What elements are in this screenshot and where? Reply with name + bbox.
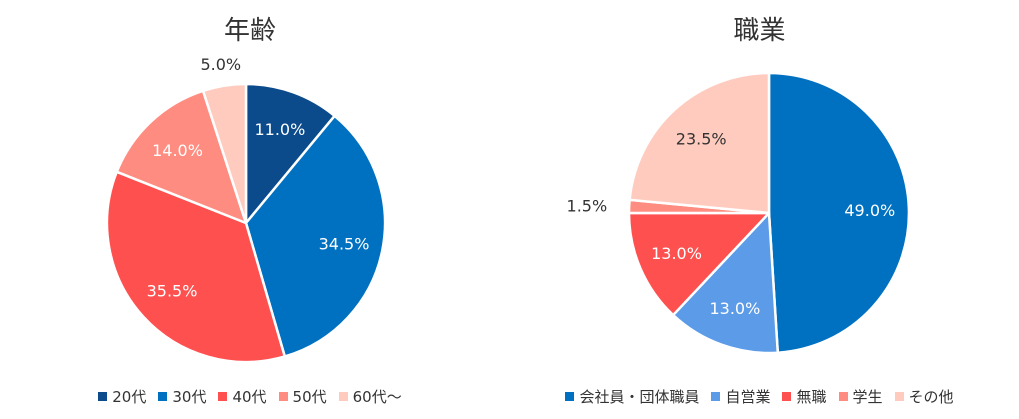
chart-title: 職業 xyxy=(733,16,786,46)
pie-slice xyxy=(244,82,336,225)
data-label: 13.0% xyxy=(709,299,760,318)
legend-label: その他 xyxy=(908,388,954,406)
legend-swatch xyxy=(278,392,288,401)
legend-swatch xyxy=(218,392,228,401)
data-label: 34.5% xyxy=(319,234,370,253)
legend-swatch xyxy=(338,392,348,401)
legend-label: 30代 xyxy=(172,388,207,406)
occupation-legend: 会社員・団体職員 自営業 無職 学生 その他 xyxy=(500,386,1019,407)
legend-swatch xyxy=(894,392,904,401)
occupation-pie-svg: 49.0% 13.0% 13.0% 1.5% 23.5% xyxy=(567,71,911,355)
data-label: 49.0% xyxy=(844,201,895,220)
legend-item: 会社員・団体職員 xyxy=(565,386,699,407)
legend-label: 無職 xyxy=(796,388,827,406)
legend-swatch xyxy=(838,392,848,401)
data-label: 14.0% xyxy=(152,141,203,160)
legend-swatch xyxy=(711,392,721,401)
data-label: 13.0% xyxy=(651,244,702,263)
pie-slice xyxy=(628,71,771,215)
legend-swatch xyxy=(782,392,792,401)
legend-item: 無職 xyxy=(782,386,827,407)
legend-label: 会社員・団体職員 xyxy=(579,388,700,406)
legend-label: 40代 xyxy=(232,388,267,406)
pie-slice xyxy=(244,114,387,358)
pie-slice xyxy=(671,211,780,355)
chart-title: 年齢 xyxy=(223,16,276,46)
pie-slice xyxy=(627,211,771,317)
legend-label: 自営業 xyxy=(725,388,771,406)
age-legend: 20代 30代 40代 50代 60代～ xyxy=(0,386,500,407)
pie-slice xyxy=(767,71,911,354)
legend-label: 学生 xyxy=(852,388,883,406)
legend-label: 60代～ xyxy=(352,388,402,406)
legend-swatch xyxy=(565,392,575,401)
pie-slice xyxy=(105,170,287,364)
data-label: 5.0% xyxy=(200,55,241,74)
legend-swatch xyxy=(158,392,168,401)
legend-item: 60代～ xyxy=(338,386,402,407)
age-pie-svg: 11.0% 34.5% 35.5% 14.0% 5.0% xyxy=(105,55,387,364)
legend-item: 50代 xyxy=(278,386,327,407)
legend-label: 20代 xyxy=(112,388,147,406)
legend-swatch xyxy=(98,392,108,401)
age-pie-chart: 年齢 11.0% 34.5% 35.5% 14.0% 5.0% 20代 30代 40代 50代… xyxy=(0,0,500,419)
legend-item: 20代 xyxy=(98,386,146,407)
legend-item: 40代 xyxy=(218,386,267,407)
legend-item: その他 xyxy=(894,386,954,407)
pie-slice xyxy=(201,82,248,225)
data-label: 1.5% xyxy=(567,196,608,215)
legend-item: 30代 xyxy=(158,386,206,407)
legend-item: 学生 xyxy=(838,386,883,407)
occupation-pie-chart: 職業 49.0% 13.0% 13.0% 1.5% 23.5% 会社員・団体職員 自営業 無… xyxy=(500,0,1019,419)
data-label: 23.5% xyxy=(676,129,727,148)
legend-item: 自営業 xyxy=(711,386,770,407)
legend-label: 50代 xyxy=(292,388,327,406)
data-label: 35.5% xyxy=(147,281,198,300)
data-label: 11.0% xyxy=(254,120,305,139)
